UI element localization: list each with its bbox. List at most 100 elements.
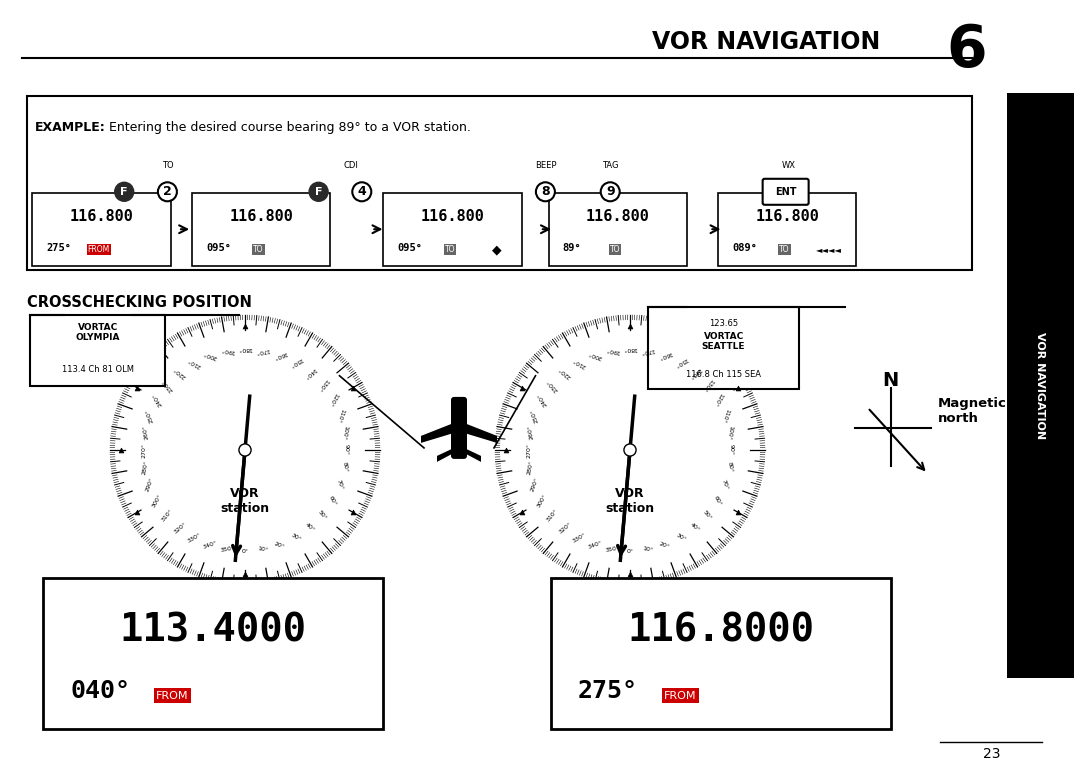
Text: 250°: 250° <box>530 408 540 423</box>
Text: 350°: 350° <box>605 546 620 554</box>
Text: BEEP: BEEP <box>535 161 556 170</box>
Text: 123.65: 123.65 <box>710 319 738 328</box>
Text: 150°: 150° <box>288 356 303 369</box>
Text: 330°: 330° <box>187 532 202 544</box>
Text: 210°: 210° <box>571 356 588 369</box>
FancyBboxPatch shape <box>762 179 809 205</box>
Text: 30°: 30° <box>675 533 687 543</box>
Text: 170°: 170° <box>639 346 656 354</box>
Text: 250°: 250° <box>145 408 154 423</box>
Text: 120°: 120° <box>712 392 724 407</box>
Text: 80°: 80° <box>727 462 733 473</box>
Text: 70°: 70° <box>336 479 345 490</box>
Text: 230°: 230° <box>545 378 559 392</box>
Text: 320°: 320° <box>557 521 572 534</box>
Text: 095°: 095° <box>206 243 231 253</box>
Text: F: F <box>315 187 322 197</box>
Text: 350°: 350° <box>219 546 235 554</box>
Circle shape <box>158 182 177 201</box>
Text: 116.800: 116.800 <box>229 208 294 224</box>
Text: TO: TO <box>162 161 173 170</box>
Text: 200°: 200° <box>588 350 604 360</box>
Text: 340°: 340° <box>202 540 218 550</box>
Text: 70°: 70° <box>721 479 729 490</box>
Text: FROM: FROM <box>87 245 110 254</box>
Text: VORTAC
SEATTLE: VORTAC SEATTLE <box>702 332 745 352</box>
Text: TO: TO <box>445 245 455 254</box>
Text: 2: 2 <box>163 185 172 198</box>
Text: 113.4000: 113.4000 <box>120 612 307 650</box>
Text: TO: TO <box>780 245 789 254</box>
Text: 190°: 190° <box>219 346 235 354</box>
Text: 180°: 180° <box>238 346 253 352</box>
Polygon shape <box>437 448 481 462</box>
FancyBboxPatch shape <box>383 193 522 266</box>
Text: 095°: 095° <box>397 243 422 253</box>
Text: 110°: 110° <box>720 408 730 423</box>
FancyBboxPatch shape <box>718 193 856 266</box>
Text: 116.8000: 116.8000 <box>627 612 814 650</box>
Text: 40°: 40° <box>305 522 316 533</box>
Text: Entering the desired course bearing 89° to a VOR station.: Entering the desired course bearing 89° … <box>109 121 471 134</box>
Text: FROM: FROM <box>157 691 189 701</box>
Text: 040°: 040° <box>70 679 131 703</box>
Circle shape <box>114 182 134 201</box>
Text: 120°: 120° <box>327 392 338 407</box>
Text: 280°: 280° <box>527 460 534 476</box>
Text: 90°: 90° <box>343 445 349 456</box>
Circle shape <box>239 444 251 456</box>
Text: 90°: 90° <box>729 445 733 456</box>
Text: 100°: 100° <box>341 425 349 440</box>
Text: 160°: 160° <box>272 350 287 360</box>
FancyBboxPatch shape <box>30 315 165 386</box>
Text: 10°: 10° <box>642 547 653 553</box>
Text: 320°: 320° <box>173 521 187 534</box>
Text: 230°: 230° <box>161 378 174 392</box>
Text: 40°: 40° <box>689 522 701 533</box>
Text: VOR
station: VOR station <box>606 487 654 515</box>
Text: 200°: 200° <box>203 350 218 360</box>
Text: 270°: 270° <box>526 443 531 457</box>
Text: VOR NAVIGATION: VOR NAVIGATION <box>652 30 880 55</box>
FancyBboxPatch shape <box>32 193 171 266</box>
Text: 80°: 80° <box>341 462 348 473</box>
Text: 240°: 240° <box>151 392 163 407</box>
Text: 220°: 220° <box>173 365 187 379</box>
Text: 140°: 140° <box>688 365 702 379</box>
Text: 0°: 0° <box>626 549 634 554</box>
Text: ◄◄◄◄: ◄◄◄◄ <box>815 245 841 254</box>
Text: ◆: ◆ <box>492 243 501 256</box>
Text: 089°: 089° <box>732 243 757 253</box>
Text: 100°: 100° <box>726 425 733 440</box>
Text: 50°: 50° <box>702 510 713 521</box>
Text: 4: 4 <box>357 185 366 198</box>
Text: 116.800: 116.800 <box>585 208 650 224</box>
Text: VOR NAVIGATION: VOR NAVIGATION <box>1035 332 1045 439</box>
Text: 300°: 300° <box>151 493 163 508</box>
Text: 23: 23 <box>983 747 1000 761</box>
Text: 240°: 240° <box>537 392 549 407</box>
Text: 275°: 275° <box>578 679 638 703</box>
Text: 130°: 130° <box>315 378 329 392</box>
Text: TO: TO <box>610 245 620 254</box>
Text: 113.4 Ch 81 OLM: 113.4 Ch 81 OLM <box>62 365 134 375</box>
FancyBboxPatch shape <box>451 397 467 459</box>
FancyBboxPatch shape <box>43 578 383 729</box>
Text: 220°: 220° <box>557 365 572 379</box>
FancyBboxPatch shape <box>551 578 891 729</box>
Text: 116.8 Ch 115 SEA: 116.8 Ch 115 SEA <box>686 370 761 379</box>
Text: 60°: 60° <box>328 495 338 507</box>
Text: 140°: 140° <box>302 365 318 379</box>
Text: 160°: 160° <box>657 350 673 360</box>
Text: 190°: 190° <box>605 346 620 354</box>
Text: 10°: 10° <box>257 547 268 553</box>
Text: 150°: 150° <box>673 356 688 369</box>
Text: ENT: ENT <box>774 187 796 197</box>
Text: 170°: 170° <box>255 346 270 354</box>
Text: TAG: TAG <box>602 161 619 170</box>
Text: 270°: 270° <box>141 443 146 457</box>
Text: CDI: CDI <box>343 161 359 170</box>
Text: FROM: FROM <box>664 691 697 701</box>
Text: VORTAC
OLYMPIA: VORTAC OLYMPIA <box>76 322 120 342</box>
Text: 310°: 310° <box>545 508 559 523</box>
